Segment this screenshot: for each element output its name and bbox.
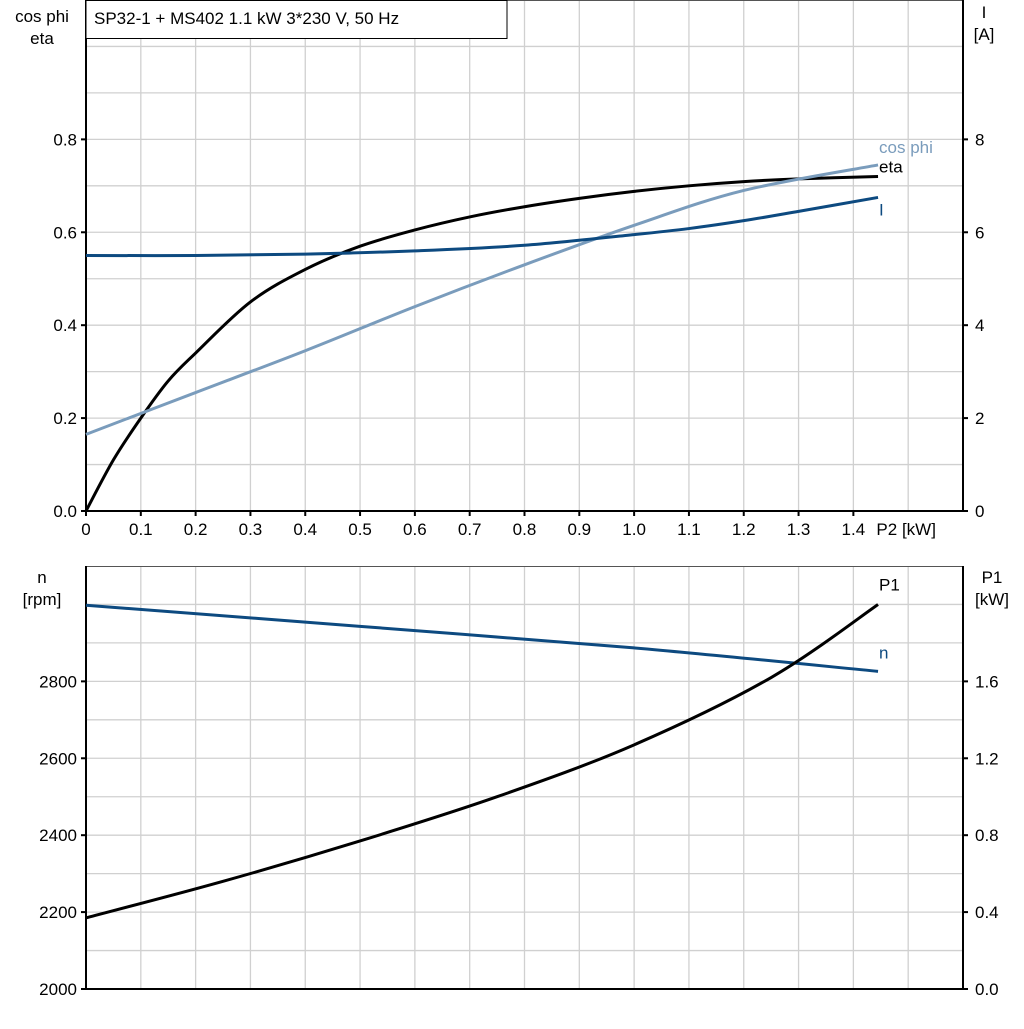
right-axis-label: P1 <box>982 568 1003 587</box>
right-tick-label: 0 <box>975 502 984 521</box>
x-tick-label: 0.4 <box>293 520 317 539</box>
x-tick-label: 0.5 <box>348 520 372 539</box>
right-tick-label: 0.8 <box>975 826 999 845</box>
x-tick-label: 0.6 <box>403 520 427 539</box>
series-line-n <box>85 603 879 673</box>
right-axis-label: [A] <box>974 25 995 44</box>
series-line-p1 <box>85 603 879 920</box>
x-tick-label: 1.2 <box>732 520 756 539</box>
right-tick-label: 0.4 <box>975 903 999 922</box>
series-label-p1: P1 <box>879 575 900 594</box>
chart-title: SP32-1 + MS402 1.1 kW 3*230 V, 50 Hz <box>94 9 399 28</box>
x-tick-label: 0 <box>81 520 90 539</box>
left-tick-label: 0.8 <box>53 130 77 149</box>
x-tick-label: 0.2 <box>184 520 208 539</box>
left-tick-label: 2600 <box>39 749 77 768</box>
left-axis-label: eta <box>30 29 54 48</box>
right-tick-label: 1.2 <box>975 749 999 768</box>
left-axis-label: n <box>37 568 46 587</box>
right-tick-label: 8 <box>975 130 984 149</box>
series-line-eta <box>84 175 879 512</box>
x-tick-label: 1.0 <box>622 520 646 539</box>
x-tick-label: 1.3 <box>787 520 811 539</box>
speed-power-panel: 2000 2200 2400 2600 2800 0.0 0.4 0.8 1.2 1.6 n [rpm… <box>23 566 1009 999</box>
right-tick-label: 0.0 <box>975 980 999 999</box>
x-tick-label: 1.4 <box>842 520 866 539</box>
left-tick-label: 2800 <box>39 672 77 691</box>
x-tick-label: 0.9 <box>567 520 591 539</box>
x-tick-label: 0.8 <box>513 520 537 539</box>
x-tick-label: 0.1 <box>129 520 153 539</box>
series-label-n: n <box>879 643 888 662</box>
series-label-i: I <box>879 200 884 219</box>
x-axis-label: P2 [kW] <box>876 520 936 539</box>
title-box <box>85 0 508 39</box>
series-line-i <box>85 195 879 258</box>
right-tick-label: 1.6 <box>975 672 999 691</box>
series-line-cos-phi <box>85 163 879 436</box>
right-tick-label: 6 <box>975 223 984 242</box>
left-tick-label: 0.4 <box>53 316 77 335</box>
left-tick-label: 0.0 <box>53 502 77 521</box>
series-label-eta: eta <box>879 158 903 177</box>
right-axis-label: [kW] <box>975 590 1009 609</box>
left-tick-label: 0.2 <box>53 409 77 428</box>
x-tick-label: 1.1 <box>677 520 701 539</box>
left-tick-label: 2400 <box>39 826 77 845</box>
left-axis-label: cos phi <box>15 7 69 26</box>
right-axis-label: I <box>982 3 987 22</box>
left-axis-label: [rpm] <box>23 590 62 609</box>
left-tick-label: 2000 <box>39 980 77 999</box>
right-tick-label: 2 <box>975 409 984 428</box>
x-tick-label: 0.7 <box>458 520 482 539</box>
x-tick-label: 0.3 <box>239 520 263 539</box>
left-tick-label: 2200 <box>39 903 77 922</box>
series-label-cos-phi: cos phi <box>879 138 933 157</box>
left-tick-label: 0.6 <box>53 223 77 242</box>
right-tick-label: 4 <box>975 316 984 335</box>
